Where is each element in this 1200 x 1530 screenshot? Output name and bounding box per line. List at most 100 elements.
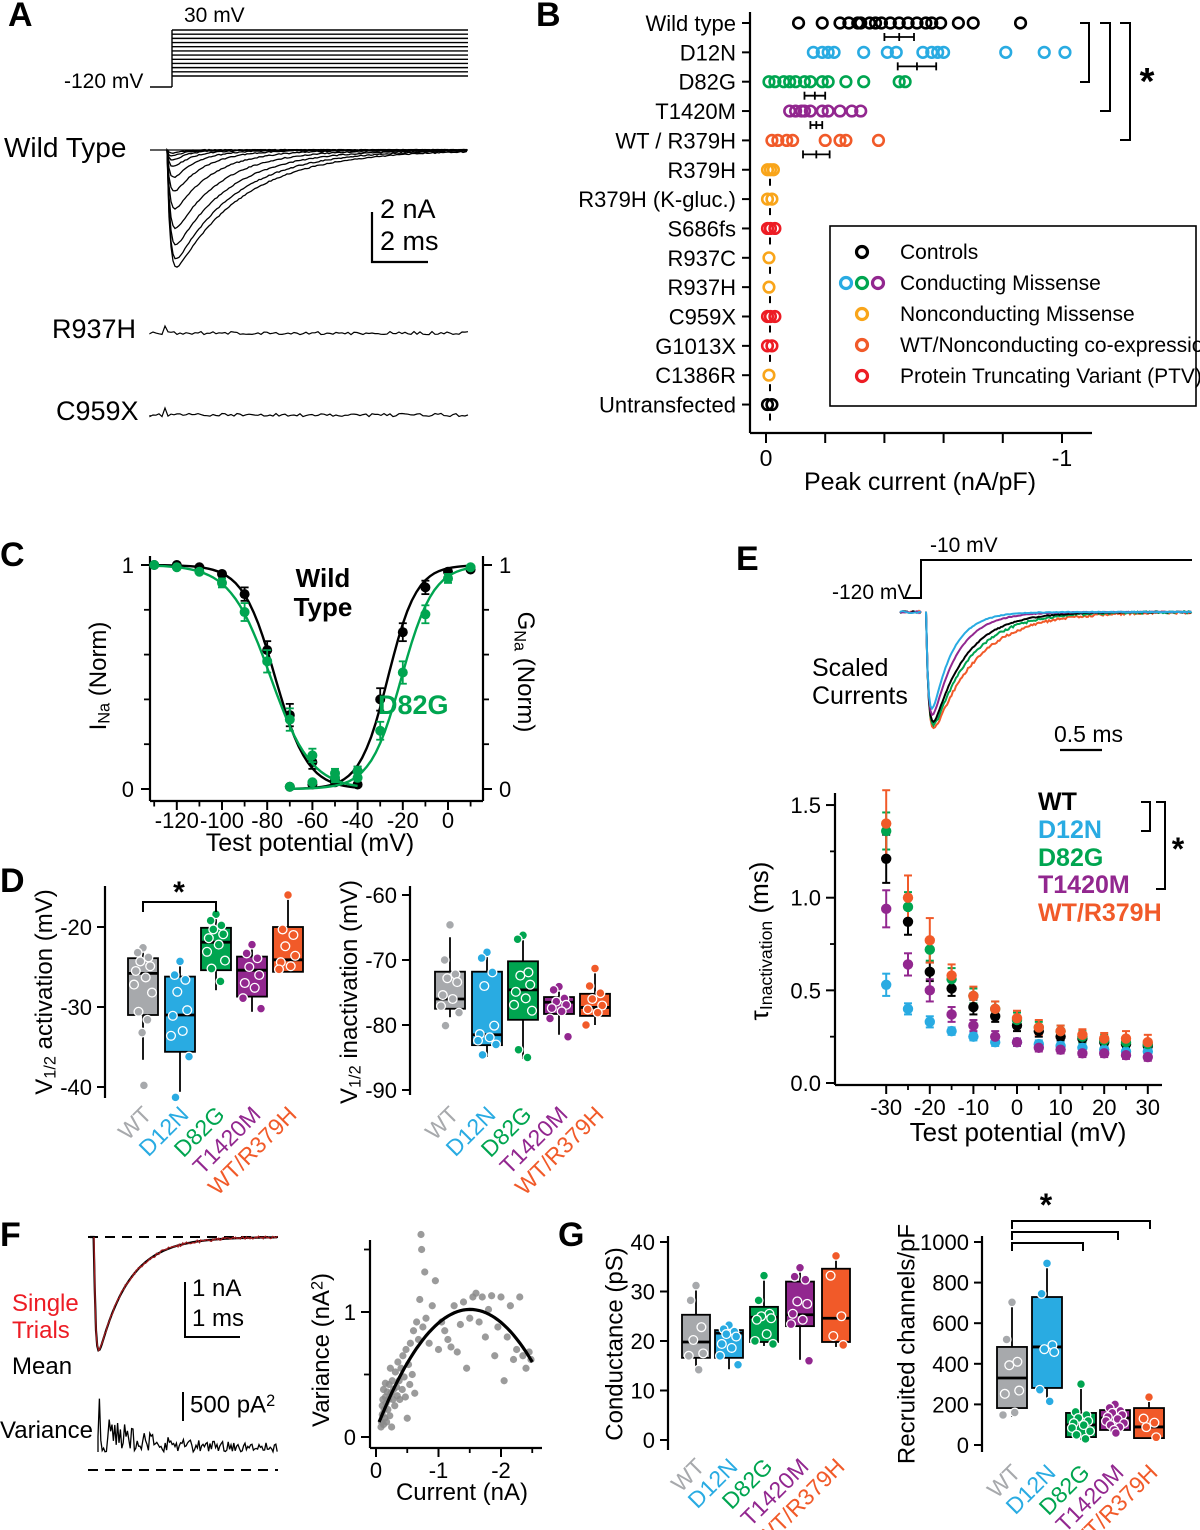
panel-a-label: A	[8, 0, 33, 34]
chart-text: 0	[442, 808, 454, 833]
chart-text: 20	[631, 1329, 655, 1354]
chart-text: 1.5	[790, 793, 821, 818]
chart-text: C959X	[669, 305, 737, 330]
chart-text: T1420M	[1038, 871, 1130, 899]
chart-text: 0.5	[790, 978, 821, 1003]
chart-text: 30	[1136, 1095, 1160, 1120]
chart-text: -100	[200, 808, 244, 833]
chart-text: WT / R379H	[615, 128, 736, 153]
chart-text: 1	[344, 1300, 356, 1325]
protocol-holding-label-e: -120 mV	[832, 581, 912, 604]
chart-text: D12N	[1038, 816, 1102, 844]
panel-f-scatter-y-axis-title: Variance (nA2)	[307, 1272, 335, 1428]
chart-text: -80	[365, 1013, 397, 1038]
chart-text: -30	[60, 995, 92, 1020]
chart-text: -2	[491, 1458, 511, 1483]
chart-text: 1	[499, 553, 511, 578]
chart-text: 0	[1011, 1095, 1023, 1120]
panel-d-label: D	[0, 862, 25, 900]
chart-text: -30	[870, 1095, 902, 1120]
chart-text: 1000	[920, 1230, 969, 1255]
chart-text: -1	[429, 1458, 449, 1483]
scaled-currents-label: Scaled Currents	[812, 654, 908, 710]
scalebar-horizontal-label-a: 2 ms	[380, 226, 439, 256]
chart-text: 0	[643, 1428, 655, 1453]
chart-text: -20	[387, 808, 419, 833]
panel-b-label: B	[536, 0, 561, 34]
chart-text: G1013X	[655, 334, 736, 359]
chart-text: D12N	[680, 40, 736, 65]
panel-c-right-y-axis-title: GNa (Norm)	[510, 611, 539, 733]
chart-text: R937C	[668, 246, 737, 271]
chart-text: -80	[251, 808, 283, 833]
chart-text: Protein Truncating Variant (PTV)	[900, 365, 1200, 388]
scalebar-label-e: 0.5 ms	[1054, 721, 1124, 747]
trace-label-c959x: C959X	[56, 396, 139, 426]
chart-text: R937H	[668, 275, 736, 300]
panel-f-label: F	[0, 1216, 21, 1254]
scale-variance-label-f: 500 pA2	[190, 1391, 276, 1419]
variance-label: Variance	[0, 1417, 93, 1444]
chart-text: 0	[957, 1433, 969, 1458]
chart-text: D82G	[679, 70, 736, 95]
chart-text: *	[1040, 1187, 1053, 1223]
chart-text: 0	[122, 777, 134, 802]
chart-text: -20	[914, 1095, 946, 1120]
scalebar-vertical-label-a: 2 nA	[380, 194, 436, 224]
chart-text: WT	[1038, 788, 1077, 816]
protocol-top-label-a: 30 mV	[184, 4, 245, 27]
chart-text: 0	[760, 445, 773, 471]
chart-text: Conducting Missense	[900, 272, 1101, 295]
panel-c-label: C	[0, 536, 25, 574]
protocol-top-label-e: -10 mV	[930, 534, 998, 557]
annotation-wild-type: Wild Type	[293, 563, 353, 623]
chart-text: -120	[155, 808, 199, 833]
single-trials-label: Single Trials	[12, 1290, 79, 1344]
chart-text: WT/R379H	[1038, 899, 1162, 927]
panel-f-scatter-x-axis-title: Current (nA)	[395, 1479, 529, 1506]
panel-c-x-axis-title: Test potential (mV)	[205, 829, 415, 857]
chart-text: 40	[631, 1230, 655, 1255]
chart-text: 1	[122, 553, 134, 578]
chart-text: WT/Nonconducting co-expression	[900, 334, 1200, 357]
annotation-d82g: D82G	[378, 690, 449, 720]
chart-text: 0.0	[790, 1071, 821, 1096]
panel-e-y-axis-title: τInactivation (ms)	[744, 861, 777, 1021]
chart-text: 0	[370, 1458, 382, 1483]
chart-text: -1	[1052, 445, 1072, 471]
panel-b-x-axis-title: Peak current (nA/pF)	[803, 468, 1037, 496]
chart-text: 600	[932, 1311, 969, 1336]
mean-label: Mean	[12, 1353, 73, 1380]
chart-text: Untransfected	[599, 393, 736, 418]
protocol-holding-label-a: -120 mV	[64, 70, 144, 93]
chart-text: 400	[932, 1352, 969, 1377]
chart-text: -40	[60, 1075, 92, 1100]
chart-text: *	[1172, 831, 1185, 867]
panel-c-left-y-axis-title: INa (Norm)	[85, 621, 114, 731]
chart-text: 10	[631, 1379, 655, 1404]
panel-g-label: G	[558, 1216, 585, 1254]
chart-text: -20	[60, 915, 92, 940]
chart-text: -60	[297, 808, 329, 833]
chart-text: -10	[958, 1095, 990, 1120]
panel-d-left-y-axis-title: V1/2 activation (mV)	[31, 889, 60, 1095]
chart-text: 800	[932, 1271, 969, 1296]
trace-label-wild-type: Wild Type	[4, 132, 127, 163]
chart-text: 200	[932, 1392, 969, 1417]
chart-text: -40	[342, 808, 374, 833]
chart-text: 0	[499, 777, 511, 802]
scale-time-label-f: 1 ms	[192, 1305, 245, 1332]
chart-text: 30	[631, 1280, 655, 1305]
chart-text: T1420M	[655, 99, 736, 124]
chart-text: *	[1140, 61, 1155, 103]
chart-text: 1.0	[790, 886, 821, 911]
chart-text: 10	[1048, 1095, 1072, 1120]
chart-text: Controls	[900, 241, 978, 264]
chart-text: R379H (K-gluc.)	[578, 187, 736, 212]
chart-text: R379H	[668, 158, 736, 183]
panel-e-label: E	[736, 540, 759, 578]
chart-text: Wild type	[646, 11, 736, 36]
chart-text: -70	[365, 948, 397, 973]
panel-g-left-y-axis-title: Conductance (pS)	[601, 1247, 629, 1441]
